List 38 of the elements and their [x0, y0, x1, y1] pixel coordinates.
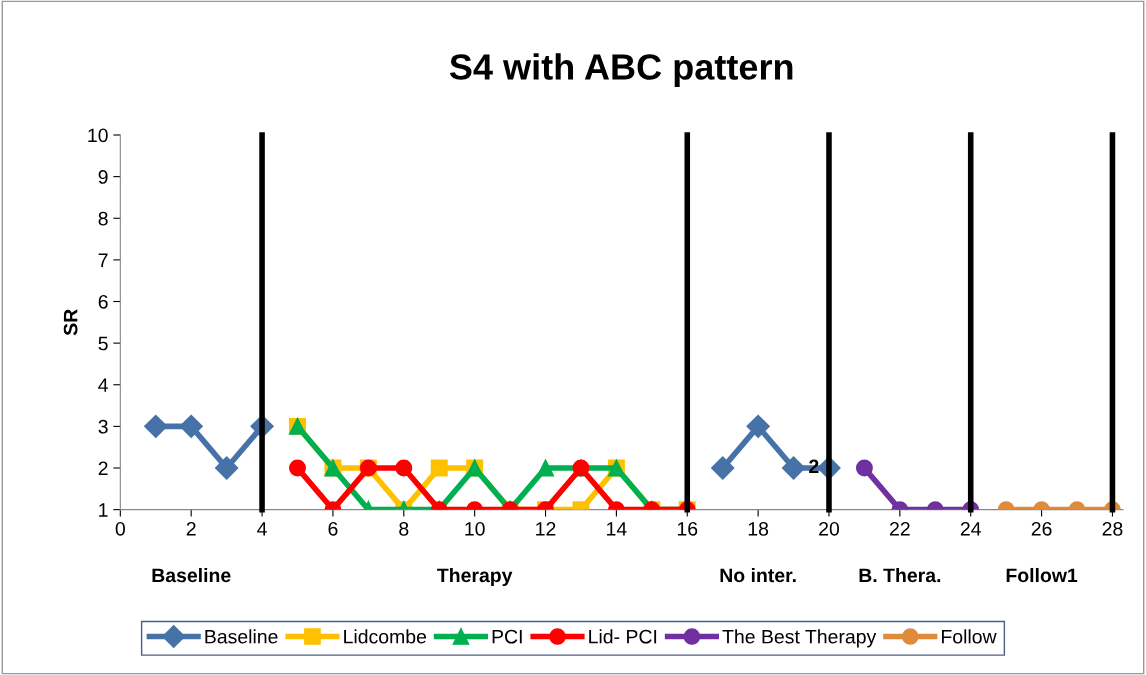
y-tick-label: 2: [98, 461, 108, 476]
x-tick-label: 26: [1031, 521, 1052, 536]
x-tick-label: 20: [819, 521, 840, 536]
x-tick-label: 24: [960, 521, 981, 536]
x-tick-label: 0: [115, 521, 125, 536]
y-tick-label: 5: [98, 336, 108, 351]
text: Follow1: [1006, 567, 1078, 583]
legend-label: Baseline: [205, 629, 278, 644]
y-tick-label: 4: [98, 378, 108, 392]
legend-label: Lid- PCI: [589, 629, 657, 644]
y-axis-title: SR: [63, 309, 78, 336]
y-tick-label: 9: [98, 170, 108, 184]
y-tick-label: 10: [88, 128, 108, 143]
x-tick-label: 4: [257, 522, 267, 536]
x-tick-label: 8: [399, 521, 409, 536]
x-tick-label: 12: [536, 521, 556, 536]
text: Baseline: [152, 567, 231, 583]
x-tick-label: 22: [890, 521, 910, 536]
legend-label: PCI: [492, 629, 522, 644]
text: No inter.: [720, 567, 796, 583]
x-tick-label: 28: [1102, 521, 1123, 536]
y-tick-label: 8: [98, 211, 108, 226]
legend-label: Follow: [942, 629, 997, 644]
x-tick-label: 16: [677, 521, 698, 536]
x-tick-label: 18: [748, 521, 769, 536]
legend-label: Lidcombe: [344, 629, 427, 644]
y-tick-label: 1: [99, 503, 108, 517]
text: Therapy: [437, 567, 513, 587]
legend-label: The Best Therapy: [722, 629, 877, 648]
y-tick-label: 7: [98, 253, 108, 267]
y-tick-label: 6: [98, 294, 108, 309]
x-tick-label: 2: [186, 521, 196, 536]
text: B. Thera.: [859, 567, 941, 583]
x-tick-label: 10: [465, 521, 485, 536]
x-tick-label: 6: [328, 521, 338, 536]
x-tick-label: 14: [607, 522, 627, 536]
chart-title: S4 with ABC pattern: [449, 53, 793, 87]
y-tick-label: 3: [98, 419, 108, 434]
